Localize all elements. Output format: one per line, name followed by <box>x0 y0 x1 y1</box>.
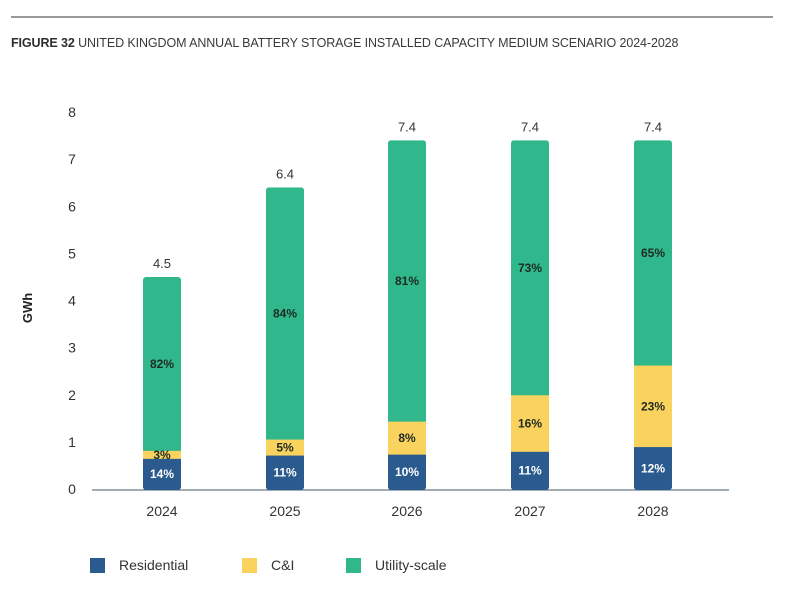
y-axis-label: GWh <box>20 293 35 323</box>
data-label-ci: 23% <box>641 399 665 413</box>
legend: Residential C&I Utility-scale <box>90 557 447 573</box>
legend-swatch-ci <box>242 557 257 573</box>
legend-item-utility: Utility-scale <box>346 557 447 573</box>
bar-stack-2025: 11% 5% 84% 6.4 <box>266 166 304 490</box>
data-label-residential: 10% <box>395 465 419 479</box>
data-label-ci: 16% <box>518 417 542 431</box>
legend-label-ci: C&I <box>271 557 295 573</box>
bar-stack-2024: 14% 3% 82% 4.5 <box>143 256 181 490</box>
legend-item-residential: Residential <box>90 557 242 573</box>
bar-segments <box>266 187 304 490</box>
y-tick-label: 6 <box>68 198 76 214</box>
total-label: 7.4 <box>521 119 539 134</box>
bar-segment-ci <box>634 365 672 448</box>
bar-segment-residential <box>388 454 426 490</box>
y-axis-ticks: 0 1 2 3 4 5 6 7 8 <box>68 104 76 497</box>
legend-label-utility: Utility-scale <box>375 557 447 573</box>
figure-number: FIGURE 32 <box>11 36 75 50</box>
x-tick-label: 2025 <box>269 503 300 519</box>
bar-stack-2028: 12% 23% 65% 7.4 <box>634 119 672 490</box>
y-tick-label: 7 <box>68 151 76 167</box>
x-tick-label: 2026 <box>391 503 422 519</box>
top-divider <box>11 16 773 18</box>
legend-item-ci: C&I <box>242 557 346 573</box>
data-label-utility: 73% <box>518 261 542 275</box>
data-label-ci: 8% <box>398 431 416 445</box>
figure-title-text: UNITED KINGDOM ANNUAL BATTERY STORAGE IN… <box>78 36 679 50</box>
bar-segment-ci <box>388 421 426 455</box>
bar-segment-utility <box>266 187 304 440</box>
total-label: 7.4 <box>644 119 662 134</box>
bar-stack-2027: 11% 16% 73% 7.4 <box>511 119 549 490</box>
data-label-ci: 3% <box>153 448 171 462</box>
total-label: 6.4 <box>276 166 294 181</box>
y-tick-label: 0 <box>68 481 76 497</box>
y-tick-label: 4 <box>68 293 76 309</box>
x-axis-ticks: 2024 2025 2026 2027 2028 <box>146 503 668 519</box>
bar-segment-ci <box>266 439 304 456</box>
data-label-utility: 65% <box>641 246 665 260</box>
data-label-utility: 82% <box>150 357 174 371</box>
data-label-residential: 14% <box>150 467 174 481</box>
legend-swatch-utility <box>346 557 361 573</box>
legend-label-residential: Residential <box>119 557 189 573</box>
figure-title: FIGURE 32 UNITED KINGDOM ANNUAL BATTERY … <box>11 36 678 50</box>
data-label-residential: 11% <box>518 464 542 478</box>
bars-group: 14% 3% 82% 4.5 11% 5% 84% 6.4 10% 8% 81% 7.4 11% 16% 7… <box>143 119 672 490</box>
y-tick-label: 8 <box>68 104 76 120</box>
bar-segments <box>143 276 181 490</box>
data-label-ci: 5% <box>276 441 294 455</box>
bar-segment-ci <box>511 394 549 452</box>
data-label-residential: 12% <box>641 461 665 475</box>
data-label-residential: 11% <box>273 466 297 480</box>
x-tick-label: 2024 <box>146 503 177 519</box>
x-tick-label: 2027 <box>514 503 545 519</box>
data-label-utility: 84% <box>273 307 297 321</box>
bar-segment-utility <box>634 140 672 366</box>
y-tick-label: 1 <box>68 434 76 450</box>
total-label: 7.4 <box>398 119 416 134</box>
bar-segments <box>388 140 426 490</box>
bar-segment-utility <box>511 140 549 396</box>
legend-swatch-residential <box>90 557 105 573</box>
data-label-utility: 81% <box>395 274 419 288</box>
bar-segments <box>511 140 549 490</box>
total-label: 4.5 <box>153 256 171 271</box>
bar-segment-utility <box>143 276 181 451</box>
bar-segment-ci <box>143 450 181 459</box>
bar-segment-residential <box>634 446 672 490</box>
bar-segment-residential <box>511 451 549 490</box>
bar-segment-residential <box>143 458 181 490</box>
y-tick-label: 3 <box>68 340 76 356</box>
bar-segment-utility <box>388 140 426 422</box>
bar-segments <box>634 140 672 490</box>
y-tick-label: 2 <box>68 387 76 403</box>
bar-stack-2026: 10% 8% 81% 7.4 <box>388 119 426 490</box>
x-tick-label: 2028 <box>637 503 668 519</box>
bar-segment-residential <box>266 455 304 490</box>
y-tick-label: 5 <box>68 245 76 261</box>
